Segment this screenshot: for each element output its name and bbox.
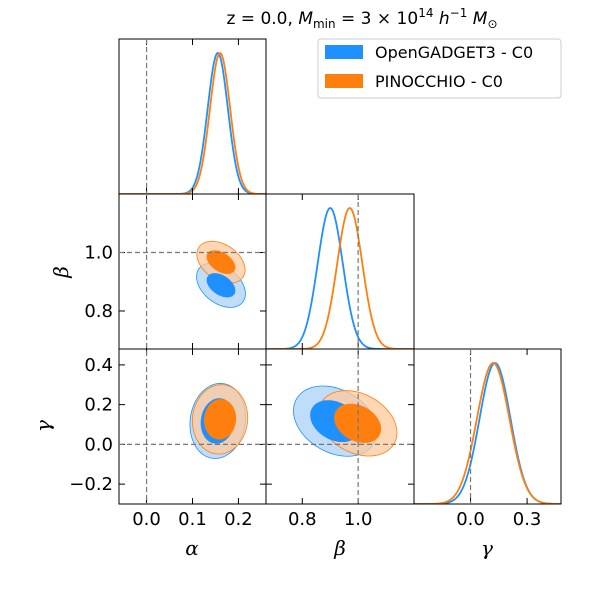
contour-pinocchio-alpha-beta-inner [206,250,236,274]
y-tick-label-gamma: 0.4 [84,355,113,376]
chart-title: z = 0.0, Mmin = 3 × 1014 h−1 M⊙ [226,6,497,31]
legend-swatch-pinocchio [325,74,363,88]
y-tick-label-beta: 1.0 [84,242,113,263]
posterior-opengadget-gamma [414,362,561,504]
panel-alpha-gamma [189,382,249,459]
legend-label-opengadget: OpenGADGET3 - C0 [375,43,533,62]
x-tick-label-gamma: 0.0 [456,509,485,530]
legend: OpenGADGET3 - C0 PINOCCHIO - C0 [317,38,562,99]
x-axis-label-gamma: γ [481,536,493,560]
posterior-opengadget-beta [266,207,414,349]
tick-labels: 0.0 0.1 0.2 0.8 1.0 0.0 0.3 0.8 1.0 −0.2 0.0 0.2 0.4 [69,242,541,530]
y-tick-label-gamma: 0.2 [84,395,113,416]
x-tick-label-alpha: 0.0 [132,509,161,530]
y-tick-label-beta: 0.8 [84,301,113,322]
contour-pinocchio-alpha-gamma-inner [203,399,237,440]
frame-gamma-posterior [413,348,562,505]
y-axis-label-beta: β [49,266,73,279]
y-axis-label-gamma: γ [31,420,55,432]
contour-opengadget-alpha-beta-inner [206,273,236,298]
x-tick-label-beta: 1.0 [344,509,373,530]
contour-pinocchio-beta-gamma-inner [334,403,382,443]
x-tick-label-beta: 0.8 [288,509,317,530]
x-axis-label-beta: β [333,536,346,560]
panel-gamma-posterior [414,362,561,504]
legend-label-pinocchio: PINOCCHIO - C0 [375,72,503,91]
posterior-opengadget-alpha [119,52,266,194]
posterior-pinocchio-alpha [119,52,266,194]
frame-alpha-posterior [118,38,267,195]
panel-alpha-beta [196,240,246,308]
x-axis-label-alpha: α [185,536,199,560]
panel-beta-gamma [293,385,398,457]
y-tick-label-gamma: −0.2 [69,474,113,495]
posterior-pinocchio-gamma [414,362,561,504]
x-tick-label-alpha: 0.2 [224,509,253,530]
posterior-pinocchio-beta [266,207,414,349]
x-tick-label-alpha: 0.1 [178,509,207,530]
panel-beta-posterior [266,207,414,349]
x-tick-label-gamma: 0.3 [513,509,542,530]
tick-marks [119,39,528,504]
legend-swatch-opengadget [325,45,363,59]
legend-box [317,38,562,99]
title-prefix: z = 0.0, [226,9,298,29]
y-tick-label-gamma: 0.0 [84,434,113,455]
frame-beta-posterior [265,193,415,350]
panel-alpha-posterior [119,52,266,194]
